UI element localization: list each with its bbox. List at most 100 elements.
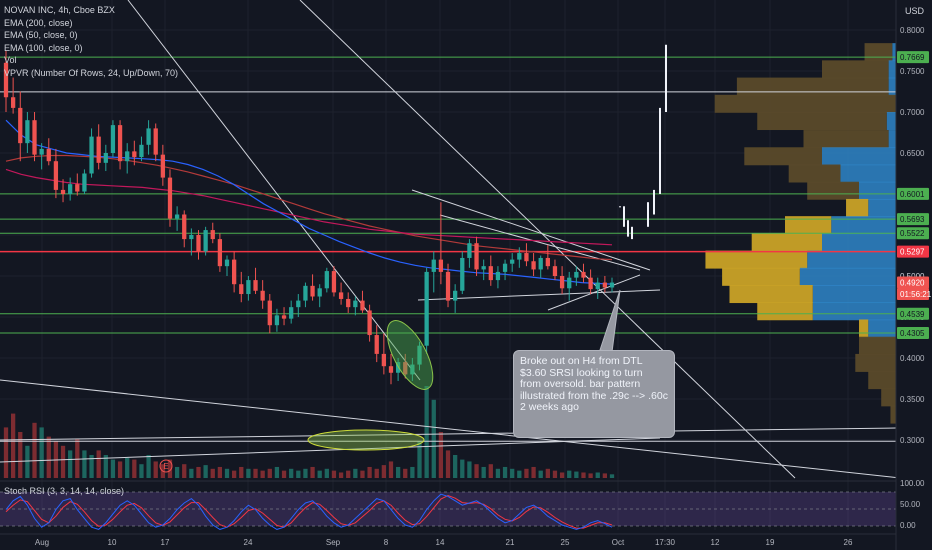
volume-bar — [3, 427, 9, 478]
candle-body — [210, 230, 215, 240]
candle-body — [182, 214, 187, 240]
annotation-callout[interactable]: Broke out on H4 from DTL $3.60 SRSI look… — [513, 350, 675, 438]
currency-label: USD — [904, 6, 924, 16]
price-label-bg — [897, 227, 929, 240]
price-tick-label: 0.4000 — [900, 354, 925, 363]
volume-bar — [146, 455, 151, 478]
candle-body — [417, 345, 422, 365]
legend-vpvr[interactable]: VPVR (Number Of Rows, 24, Up/Down, 70) — [4, 67, 179, 78]
vp-down-bar — [807, 181, 859, 200]
vp-up-bar — [892, 43, 896, 62]
time-axis[interactable]: Aug 10 17 24 Sep 8 14 21 25 Oct 17:30 12 19 26 — [0, 533, 896, 547]
note-line: from oversold. bar pattern — [520, 378, 641, 390]
horizontal-levels — [0, 56, 896, 442]
volume-bar — [96, 450, 101, 478]
legend-ema200[interactable]: EMA (200, close) — [4, 17, 73, 28]
volume-bar — [267, 468, 272, 478]
volume-bar — [25, 445, 30, 478]
price-tick-label: 0.7500 — [900, 67, 925, 76]
volume-bar — [510, 468, 515, 478]
legend-ema100[interactable]: EMA (100, close, 0) — [4, 42, 83, 53]
candle-body — [75, 184, 80, 192]
volume-bar — [189, 468, 194, 478]
candle-body — [524, 253, 529, 262]
volume-bar — [153, 461, 158, 478]
vp-down-bar — [822, 60, 889, 79]
candle-body — [609, 282, 615, 288]
candle-body — [346, 298, 351, 308]
price-tick-label: 0.6500 — [900, 149, 925, 158]
volume-bar — [217, 466, 223, 478]
candle-body — [139, 144, 144, 158]
candle-body — [545, 257, 550, 267]
price-tick-label: 0.7000 — [900, 108, 925, 117]
volume-bar — [82, 450, 87, 478]
vp-up-bar — [807, 250, 896, 269]
rsi-tick-label: 50.00 — [900, 500, 921, 509]
vp-down-bar — [881, 388, 896, 407]
time-tick-label: 14 — [436, 538, 445, 547]
volume-bar — [474, 464, 479, 478]
candle-body — [260, 290, 265, 301]
stoch-rsi-legend[interactable]: Stoch RSI (3, 3, 14, 14, close) — [4, 486, 125, 496]
vp-up-bar — [840, 164, 896, 183]
price-label-bg — [897, 187, 929, 200]
vp-down-bar — [864, 43, 893, 62]
vp-down-bar — [729, 285, 813, 304]
time-tick-label: Sep — [326, 538, 341, 547]
volume-bar — [460, 459, 465, 478]
volume-bar — [545, 468, 550, 478]
candle-body — [160, 154, 165, 178]
time-tick-label: 24 — [244, 538, 253, 547]
candle-body — [360, 300, 365, 311]
earnings-marker-label: E — [163, 462, 168, 471]
chart-title: NOVAN INC, 4h, Cboe BZX — [4, 5, 115, 15]
vp-down-bar — [859, 319, 869, 338]
time-tick-label: Aug — [35, 538, 49, 547]
price-label: 0.4539 — [900, 310, 925, 319]
candle-body — [246, 280, 251, 295]
candle-body — [338, 292, 344, 299]
trendline — [439, 214, 641, 271]
candle-body — [274, 315, 280, 326]
legend-ema50[interactable]: EMA (50, close, 0) — [4, 30, 78, 40]
price-label: 0.5000 — [900, 272, 925, 281]
earnings-marker — [159, 459, 173, 473]
volume-bar — [232, 470, 237, 478]
time-tick-label: 25 — [561, 538, 570, 547]
candle-body — [595, 282, 600, 290]
candle-body — [602, 282, 608, 288]
volume-bar — [103, 455, 108, 478]
vp-down-bar — [890, 405, 896, 424]
volume-bar — [310, 466, 315, 478]
candle-body — [388, 366, 394, 373]
candle-body — [189, 235, 194, 240]
candle-body — [467, 243, 472, 258]
volume-bar — [445, 450, 451, 478]
price-tick-label: 0.8000 — [900, 26, 925, 35]
legend-vol[interactable]: Vol — [4, 55, 17, 65]
candle-body — [89, 136, 94, 174]
candle-body — [445, 271, 451, 301]
candle-body — [567, 277, 572, 289]
projection-bar — [659, 107, 661, 194]
candle-body — [125, 151, 130, 162]
volume-bar — [60, 445, 66, 478]
volume-bar — [75, 439, 80, 478]
volume-bar — [481, 466, 486, 478]
projection-bar — [653, 189, 655, 215]
candle-body — [367, 310, 372, 336]
price-axis[interactable]: 0.80000.75000.70000.65000.45000.40000.35… — [895, 0, 932, 550]
volume-bar — [552, 470, 558, 478]
volume-bar — [39, 427, 44, 478]
volume-bar — [182, 464, 187, 478]
volume-bar — [246, 468, 251, 478]
trendline — [0, 437, 661, 463]
note-line: $3.60 SRSI looking to turn — [520, 366, 643, 379]
volume-bar — [117, 461, 123, 478]
candle-body — [46, 148, 51, 162]
price-label-bg — [897, 245, 929, 258]
price-tick-label: 0.3000 — [900, 436, 925, 445]
candle-body — [68, 184, 73, 194]
